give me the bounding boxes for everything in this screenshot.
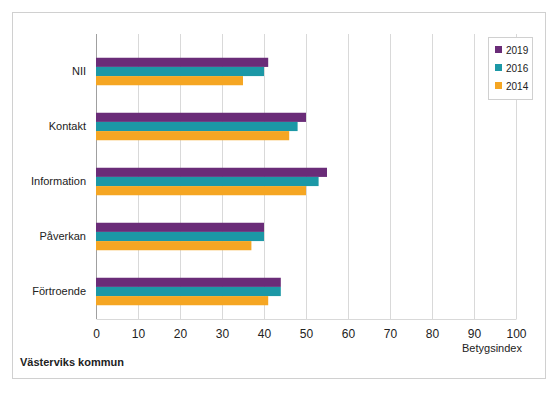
tick: 50: [300, 319, 314, 341]
tick: 30: [216, 319, 230, 341]
grid: [97, 34, 517, 319]
tick: 70: [384, 319, 398, 341]
grid-line: [432, 34, 433, 319]
legend-label: 2016: [506, 63, 529, 74]
legend-label: 2019: [506, 45, 529, 56]
tick-label: 40: [258, 327, 272, 341]
bar: [96, 113, 306, 122]
category-label: Kontakt: [49, 120, 86, 132]
tick-label: 60: [342, 327, 356, 341]
tick: Påverkan: [40, 230, 96, 242]
axis-line: [97, 319, 517, 320]
tick-label: 30: [216, 327, 230, 341]
bar: [96, 296, 268, 305]
tick: 20: [174, 319, 188, 341]
bars: [96, 58, 327, 306]
tick: 90: [468, 319, 482, 341]
bar: [96, 122, 298, 131]
tick: 100: [506, 319, 526, 341]
category-label: NII: [72, 65, 86, 77]
tick-label: 70: [384, 327, 398, 341]
axis-title: Betygsindex: [462, 342, 522, 354]
bar: [96, 131, 289, 140]
legend-swatch: [495, 46, 502, 53]
annotation: Västerviks kommun: [20, 356, 124, 368]
bar: [96, 58, 268, 67]
legend-label: 2014: [506, 81, 529, 92]
bar: [96, 168, 327, 177]
tick: Kontakt: [49, 120, 96, 132]
tick-label: 100: [506, 327, 526, 341]
category-label: Information: [31, 175, 86, 187]
tick-label: 0: [93, 327, 100, 341]
category-label: Förtroende: [32, 285, 86, 297]
bar: [96, 278, 281, 287]
grid-line: [390, 34, 391, 319]
grid-line: [474, 34, 475, 319]
tick: Förtroende: [32, 285, 96, 297]
bar: [96, 76, 243, 85]
x-axis: 0 10 20 30 40 50 60 70 80 90 100: [93, 319, 527, 341]
tick: NII: [72, 65, 96, 77]
tick: 10: [132, 319, 146, 341]
bar: [96, 223, 264, 232]
bar: [96, 241, 251, 250]
tick-label: 50: [300, 327, 314, 341]
tick-label: 90: [468, 327, 482, 341]
tick: 40: [258, 319, 272, 341]
tick: 60: [342, 319, 356, 341]
bar: [96, 186, 306, 195]
legend: 2019 2016 2014: [489, 38, 533, 100]
legend-box: [489, 38, 533, 100]
bar: [96, 287, 281, 296]
category-label: Påverkan: [40, 230, 86, 242]
grid-line: [348, 34, 349, 319]
frame: [13, 13, 546, 379]
axis-line: [96, 45, 97, 320]
tick: 80: [426, 319, 440, 341]
tick: 0: [93, 319, 100, 341]
legend-swatch: [495, 82, 502, 89]
legend-swatch: [495, 64, 502, 71]
tick-label: 80: [426, 327, 440, 341]
bar: [96, 177, 319, 186]
tick: Information: [31, 175, 96, 187]
bar: [96, 232, 264, 241]
tick-label: 20: [174, 327, 188, 341]
y-axis: NII Kontakt Information Påverkan Förtroende: [31, 45, 97, 320]
tick-label: 10: [132, 327, 146, 341]
chart: 0 10 20 30 40 50 60 70 80 90 100 NII Kontakt Informat…: [0, 0, 558, 414]
bar: [96, 67, 264, 76]
